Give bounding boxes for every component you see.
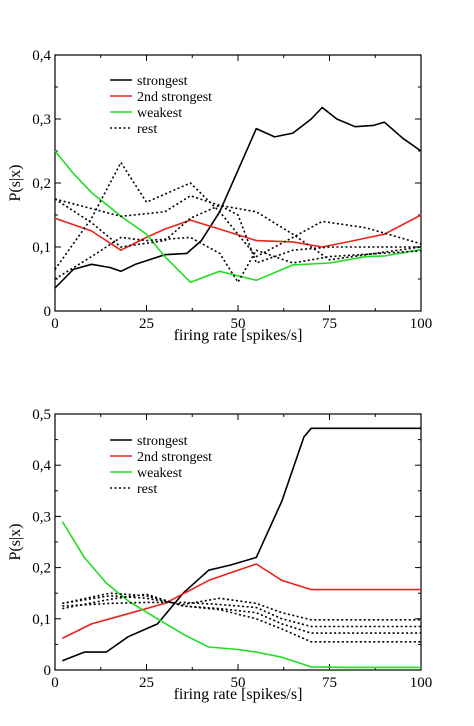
chart-top: 0 25 50 75 100 0 0,1 0,2 0,3 0,4 firing rate [spi… xyxy=(7,48,432,344)
tick-marks xyxy=(54,413,422,671)
y-tick-label: 0,2 xyxy=(32,176,51,192)
x-tick-label: 0 xyxy=(51,675,59,691)
series-line-rest-3 xyxy=(54,161,422,270)
series-line-rest-6 xyxy=(62,592,421,643)
y-tick-label: 0 xyxy=(44,304,52,320)
y-tick-label: 0,1 xyxy=(32,240,51,256)
x-tick-label: 100 xyxy=(410,316,433,332)
legend-label: rest xyxy=(137,122,157,137)
legend-label: strongest xyxy=(137,74,188,89)
y-tick-label: 0,1 xyxy=(32,612,51,628)
x-axis-title: firing rate [spikes/s] xyxy=(174,686,303,703)
y-tick-label: 0,3 xyxy=(32,112,51,128)
series-line-rest-3 xyxy=(62,594,421,621)
legend-label: rest xyxy=(137,482,157,497)
tick-marks xyxy=(54,54,422,312)
x-tick-label: 100 xyxy=(410,675,433,691)
series-line-2nd-strongest-1 xyxy=(61,563,421,640)
legend-label: 2nd strongest xyxy=(137,450,212,465)
y-tick-label: 0,4 xyxy=(32,48,51,64)
series-group xyxy=(54,106,422,289)
series-line-rest-5 xyxy=(62,593,421,634)
series-line-rest-6 xyxy=(54,236,422,284)
plot-frame xyxy=(54,413,422,671)
x-tick-label: 75 xyxy=(322,316,337,332)
y-tick-label: 0,2 xyxy=(32,561,51,577)
chart-bottom: 0 25 50 75 100 0 0,1 0,2 0,3 0,4 0,5 firing rate [… xyxy=(7,407,432,703)
series-line-weakest-2 xyxy=(54,150,422,284)
x-axis-title: firing rate [spikes/s] xyxy=(174,327,303,344)
x-tick-label: 0 xyxy=(51,316,59,332)
series-line-strongest-0 xyxy=(54,106,422,289)
legend-label: weakest xyxy=(137,106,182,121)
series-line-strongest-0 xyxy=(62,427,421,662)
x-tick-label: 50 xyxy=(231,316,246,332)
y-tick-label: 0,3 xyxy=(32,509,51,525)
x-tick-label: 50 xyxy=(231,675,246,691)
series-line-rest-4 xyxy=(62,601,421,628)
x-tick-label: 25 xyxy=(139,316,154,332)
series-line-weakest-2 xyxy=(61,521,421,669)
series-line-2nd-strongest-1 xyxy=(54,214,422,251)
y-axis-title: P(s|x) xyxy=(7,524,24,561)
legend-label: strongest xyxy=(137,434,188,449)
series-line-rest-4 xyxy=(54,195,422,261)
tick-labels: 0 25 50 75 100 0 0,1 0,2 0,3 0,4 xyxy=(32,48,432,332)
series-line-rest-5 xyxy=(54,198,421,264)
y-tick-label: 0 xyxy=(44,663,52,679)
tick-labels: 0 25 50 75 100 0 0,1 0,2 0,3 0,4 0,5 xyxy=(32,407,432,691)
y-tick-label: 0,5 xyxy=(32,407,51,423)
x-tick-label: 75 xyxy=(322,675,337,691)
plot-frame xyxy=(54,54,422,312)
legend-label: weakest xyxy=(137,466,182,481)
y-tick-label: 0,4 xyxy=(32,458,51,474)
legend-label: 2nd strongest xyxy=(137,90,212,105)
x-tick-label: 25 xyxy=(139,675,154,691)
series-group xyxy=(61,427,421,669)
y-axis-title: P(s|x) xyxy=(7,165,24,202)
